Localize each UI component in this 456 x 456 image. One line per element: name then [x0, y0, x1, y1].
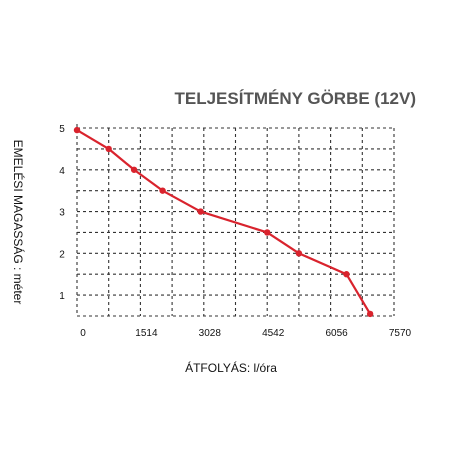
data-point	[295, 250, 303, 257]
chart-title: TELJESÍTMÉNY GÖRBE (12V)	[174, 89, 416, 108]
y-tick-label: 5	[59, 124, 65, 135]
y-tick-label: 4	[59, 166, 65, 177]
x-tick-label: 0	[80, 328, 86, 339]
x-tick-labels: 0 1514 3028 4542 6056 7570	[80, 328, 411, 339]
y-tick-label: 3	[59, 208, 65, 219]
series	[73, 126, 374, 318]
grid	[77, 127, 395, 316]
data-point	[159, 187, 166, 194]
x-tick-label: 6056	[325, 328, 348, 339]
x-tick-label: 7570	[389, 328, 412, 339]
x-tick-label: 4542	[262, 328, 285, 339]
data-point	[197, 208, 204, 215]
data-point	[130, 166, 138, 173]
y-tick-label: 2	[59, 249, 65, 260]
y-tick-labels: 1 2 3 4 5	[59, 124, 65, 302]
y-tick-label: 1	[59, 291, 65, 302]
data-point	[73, 126, 81, 134]
data-point	[343, 271, 350, 278]
series-line	[76, 129, 372, 315]
x-axis-label: ÁTFOLYÁS: l/óra	[185, 360, 277, 375]
y-axis-label: EMELÉSI MAGASSÁG : méter	[11, 140, 26, 305]
x-tick-label: 1514	[135, 328, 158, 339]
data-point	[366, 310, 374, 318]
data-point	[264, 229, 271, 236]
axes	[76, 124, 394, 317]
x-tick-label: 3028	[199, 328, 222, 339]
data-point	[105, 145, 112, 153]
